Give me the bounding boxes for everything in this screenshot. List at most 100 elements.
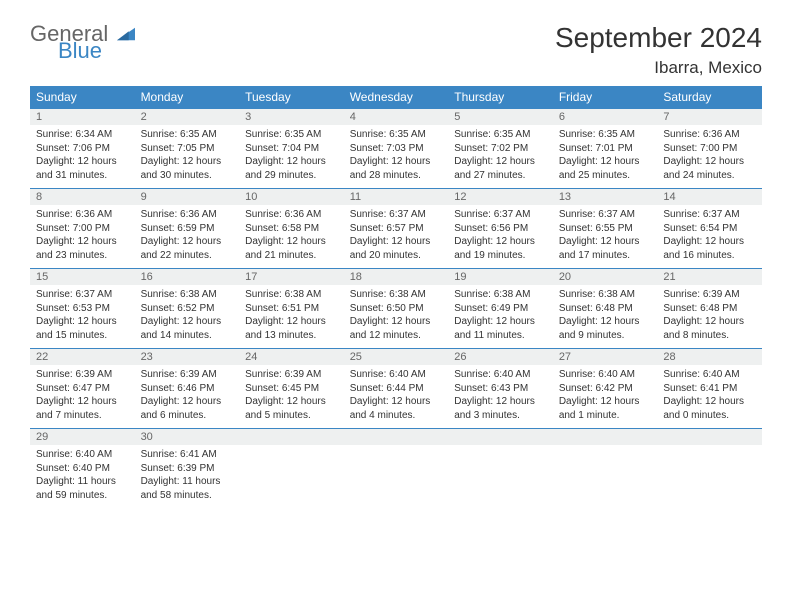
day-content-cell: Sunrise: 6:40 AMSunset: 6:42 PMDaylight:…: [553, 365, 658, 429]
day-content-cell: Sunrise: 6:37 AMSunset: 6:55 PMDaylight:…: [553, 205, 658, 269]
day-sr: Sunrise: 6:36 AM: [141, 208, 234, 222]
day-d1: Daylight: 12 hours: [36, 235, 129, 249]
day-content-cell: [448, 445, 553, 508]
day-d1: Daylight: 12 hours: [141, 155, 234, 169]
day-ss: Sunset: 7:01 PM: [559, 142, 652, 156]
day-ss: Sunset: 6:51 PM: [245, 302, 338, 316]
day-number-cell: 22: [30, 349, 135, 366]
day-number-cell: 4: [344, 109, 449, 126]
day-ss: Sunset: 6:40 PM: [36, 462, 129, 476]
day-number-cell: 9: [135, 189, 240, 206]
day-d2: and 23 minutes.: [36, 249, 129, 263]
day-d1: Daylight: 12 hours: [559, 235, 652, 249]
day-content-cell: Sunrise: 6:35 AMSunset: 7:05 PMDaylight:…: [135, 125, 240, 189]
week-number-row: 22232425262728: [30, 349, 762, 366]
day-sr: Sunrise: 6:35 AM: [245, 128, 338, 142]
day-header: Friday: [553, 86, 658, 109]
day-d2: and 29 minutes.: [245, 169, 338, 183]
day-d1: Daylight: 11 hours: [141, 475, 234, 489]
day-content-cell: Sunrise: 6:39 AMSunset: 6:48 PMDaylight:…: [657, 285, 762, 349]
title-block: September 2024 Ibarra, Mexico: [555, 22, 762, 78]
day-content-cell: Sunrise: 6:36 AMSunset: 6:59 PMDaylight:…: [135, 205, 240, 269]
week-number-row: 2930: [30, 429, 762, 446]
day-d1: Daylight: 12 hours: [559, 155, 652, 169]
day-content-cell: Sunrise: 6:35 AMSunset: 7:02 PMDaylight:…: [448, 125, 553, 189]
day-header: Saturday: [657, 86, 762, 109]
day-d2: and 3 minutes.: [454, 409, 547, 423]
day-d1: Daylight: 12 hours: [454, 235, 547, 249]
day-d1: Daylight: 12 hours: [141, 395, 234, 409]
day-d2: and 5 minutes.: [245, 409, 338, 423]
day-number-cell: 11: [344, 189, 449, 206]
calendar-body: 1234567Sunrise: 6:34 AMSunset: 7:06 PMDa…: [30, 109, 762, 509]
day-d1: Daylight: 12 hours: [350, 395, 443, 409]
day-number-cell: [239, 429, 344, 446]
day-content-cell: Sunrise: 6:37 AMSunset: 6:54 PMDaylight:…: [657, 205, 762, 269]
day-d1: Daylight: 12 hours: [245, 235, 338, 249]
day-ss: Sunset: 6:44 PM: [350, 382, 443, 396]
day-sr: Sunrise: 6:38 AM: [350, 288, 443, 302]
day-d2: and 12 minutes.: [350, 329, 443, 343]
day-number-cell: [553, 429, 658, 446]
day-sr: Sunrise: 6:41 AM: [141, 448, 234, 462]
day-content-cell: Sunrise: 6:35 AMSunset: 7:03 PMDaylight:…: [344, 125, 449, 189]
day-sr: Sunrise: 6:35 AM: [350, 128, 443, 142]
day-d1: Daylight: 12 hours: [663, 395, 756, 409]
day-d2: and 4 minutes.: [350, 409, 443, 423]
day-ss: Sunset: 6:48 PM: [663, 302, 756, 316]
day-number-cell: 25: [344, 349, 449, 366]
day-number-cell: 3: [239, 109, 344, 126]
day-d2: and 28 minutes.: [350, 169, 443, 183]
header-row: General Blue September 2024 Ibarra, Mexi…: [30, 22, 762, 78]
calendar-page: General Blue September 2024 Ibarra, Mexi…: [0, 0, 792, 528]
day-content-cell: Sunrise: 6:36 AMSunset: 7:00 PMDaylight:…: [30, 205, 135, 269]
day-sr: Sunrise: 6:39 AM: [36, 368, 129, 382]
day-d1: Daylight: 12 hours: [36, 155, 129, 169]
day-d1: Daylight: 12 hours: [663, 155, 756, 169]
day-d2: and 59 minutes.: [36, 489, 129, 503]
week-content-row: Sunrise: 6:37 AMSunset: 6:53 PMDaylight:…: [30, 285, 762, 349]
day-sr: Sunrise: 6:38 AM: [141, 288, 234, 302]
day-header: Thursday: [448, 86, 553, 109]
day-ss: Sunset: 6:54 PM: [663, 222, 756, 236]
day-d1: Daylight: 12 hours: [350, 235, 443, 249]
day-sr: Sunrise: 6:36 AM: [245, 208, 338, 222]
day-header-row: Sunday Monday Tuesday Wednesday Thursday…: [30, 86, 762, 109]
day-d1: Daylight: 12 hours: [141, 235, 234, 249]
day-ss: Sunset: 7:03 PM: [350, 142, 443, 156]
day-content-cell: Sunrise: 6:38 AMSunset: 6:49 PMDaylight:…: [448, 285, 553, 349]
day-ss: Sunset: 6:39 PM: [141, 462, 234, 476]
week-number-row: 15161718192021: [30, 269, 762, 286]
day-ss: Sunset: 6:59 PM: [141, 222, 234, 236]
week-number-row: 891011121314: [30, 189, 762, 206]
day-d2: and 13 minutes.: [245, 329, 338, 343]
day-ss: Sunset: 7:04 PM: [245, 142, 338, 156]
day-header: Wednesday: [344, 86, 449, 109]
day-number-cell: 17: [239, 269, 344, 286]
day-number-cell: 14: [657, 189, 762, 206]
day-d2: and 25 minutes.: [559, 169, 652, 183]
calendar-head: Sunday Monday Tuesday Wednesday Thursday…: [30, 86, 762, 109]
day-d2: and 14 minutes.: [141, 329, 234, 343]
day-d2: and 8 minutes.: [663, 329, 756, 343]
day-sr: Sunrise: 6:35 AM: [559, 128, 652, 142]
week-content-row: Sunrise: 6:34 AMSunset: 7:06 PMDaylight:…: [30, 125, 762, 189]
day-content-cell: Sunrise: 6:37 AMSunset: 6:53 PMDaylight:…: [30, 285, 135, 349]
day-sr: Sunrise: 6:36 AM: [663, 128, 756, 142]
day-number-cell: 1: [30, 109, 135, 126]
day-number-cell: 13: [553, 189, 658, 206]
day-number-cell: 30: [135, 429, 240, 446]
day-number-cell: 23: [135, 349, 240, 366]
week-content-row: Sunrise: 6:36 AMSunset: 7:00 PMDaylight:…: [30, 205, 762, 269]
day-d2: and 19 minutes.: [454, 249, 547, 263]
day-content-cell: Sunrise: 6:39 AMSunset: 6:47 PMDaylight:…: [30, 365, 135, 429]
day-content-cell: Sunrise: 6:40 AMSunset: 6:43 PMDaylight:…: [448, 365, 553, 429]
day-number-cell: [344, 429, 449, 446]
day-number-cell: 2: [135, 109, 240, 126]
day-content-cell: Sunrise: 6:41 AMSunset: 6:39 PMDaylight:…: [135, 445, 240, 508]
day-sr: Sunrise: 6:39 AM: [245, 368, 338, 382]
day-content-cell: Sunrise: 6:38 AMSunset: 6:48 PMDaylight:…: [553, 285, 658, 349]
week-content-row: Sunrise: 6:39 AMSunset: 6:47 PMDaylight:…: [30, 365, 762, 429]
week-content-row: Sunrise: 6:40 AMSunset: 6:40 PMDaylight:…: [30, 445, 762, 508]
day-ss: Sunset: 6:57 PM: [350, 222, 443, 236]
